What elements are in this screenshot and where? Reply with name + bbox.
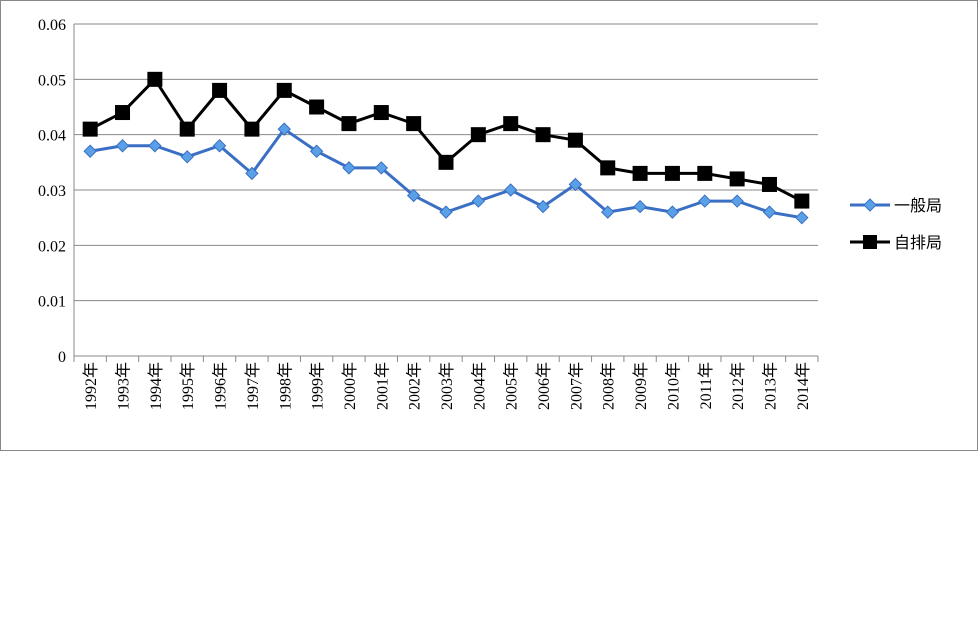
x-tick-label: 2012年 <box>729 362 747 410</box>
marker <box>632 165 648 181</box>
marker <box>82 121 98 137</box>
x-tick-label: 2009年 <box>632 362 650 410</box>
marker <box>633 199 647 214</box>
y-tick-label: 0.02 <box>38 238 66 255</box>
marker <box>406 188 421 203</box>
x-tick-label: 2013年 <box>761 362 779 410</box>
x-tick-label: 1993年 <box>115 362 133 410</box>
y-tick-label: 0.04 <box>38 128 66 145</box>
marker <box>309 99 325 115</box>
y-tick-label: 0 <box>58 349 66 366</box>
x-tick-label: 2010年 <box>664 362 682 410</box>
marker <box>244 121 260 137</box>
marker <box>83 144 97 158</box>
marker <box>536 199 550 214</box>
x-tick-label: 2011年 <box>697 362 715 409</box>
marker <box>794 193 810 209</box>
marker <box>762 205 777 219</box>
marker <box>115 139 130 153</box>
x-tick-label: 1998年 <box>276 362 294 410</box>
marker <box>795 210 809 225</box>
marker <box>470 127 486 143</box>
marker <box>148 139 162 153</box>
marker <box>761 176 777 192</box>
legend-label: 一般局 <box>894 197 942 215</box>
marker <box>730 194 744 208</box>
x-tick-label: 2007年 <box>567 362 585 410</box>
marker <box>698 194 712 208</box>
chart-frame <box>0 0 978 451</box>
legend-label: 自排局 <box>894 234 942 252</box>
marker <box>600 160 616 176</box>
marker <box>342 161 356 175</box>
marker <box>697 165 713 181</box>
marker <box>212 82 228 98</box>
marker <box>245 166 259 181</box>
marker <box>406 116 422 132</box>
x-tick-label: 1995年 <box>179 362 197 410</box>
y-tick-label: 0.03 <box>38 183 66 200</box>
marker <box>503 183 518 197</box>
marker <box>277 122 291 136</box>
marker <box>374 161 389 175</box>
marker <box>115 105 131 121</box>
x-tick-label: 1997年 <box>244 362 262 410</box>
x-tick-label: 1992年 <box>82 362 100 410</box>
x-tick-label: 2000年 <box>341 362 359 410</box>
marker <box>147 71 163 87</box>
marker <box>373 105 389 121</box>
marker <box>471 194 486 208</box>
marker <box>503 116 519 132</box>
x-tick-label: 1994年 <box>147 362 165 410</box>
marker <box>568 177 583 192</box>
marker <box>665 205 680 219</box>
y-tick-label: 0.06 <box>38 17 66 34</box>
legend-marker <box>863 198 877 212</box>
marker <box>439 205 453 219</box>
x-tick-label: 2014年 <box>794 362 812 410</box>
x-tick-label: 2005年 <box>503 362 521 410</box>
y-tick-label: 0.05 <box>38 72 66 89</box>
marker <box>341 116 357 132</box>
x-tick-label: 2004年 <box>470 362 488 410</box>
marker <box>664 165 680 181</box>
marker <box>276 82 292 98</box>
x-tick-label: 2006年 <box>535 362 553 410</box>
marker <box>535 127 551 143</box>
marker <box>601 205 615 219</box>
x-tick-label: 2001年 <box>373 362 391 410</box>
marker <box>309 144 324 158</box>
x-tick-label: 1996年 <box>212 362 230 410</box>
marker <box>179 121 195 137</box>
x-tick-label: 2002年 <box>406 362 424 410</box>
x-tick-label: 2008年 <box>600 362 618 410</box>
marker <box>729 171 745 187</box>
marker <box>212 139 227 153</box>
x-tick-label: 2003年 <box>438 362 456 410</box>
marker <box>438 154 454 170</box>
x-tick-label: 1999年 <box>309 362 327 410</box>
marker <box>180 150 194 164</box>
y-tick-label: 0.01 <box>38 294 66 311</box>
marker <box>567 132 583 148</box>
legend-marker <box>863 235 877 249</box>
